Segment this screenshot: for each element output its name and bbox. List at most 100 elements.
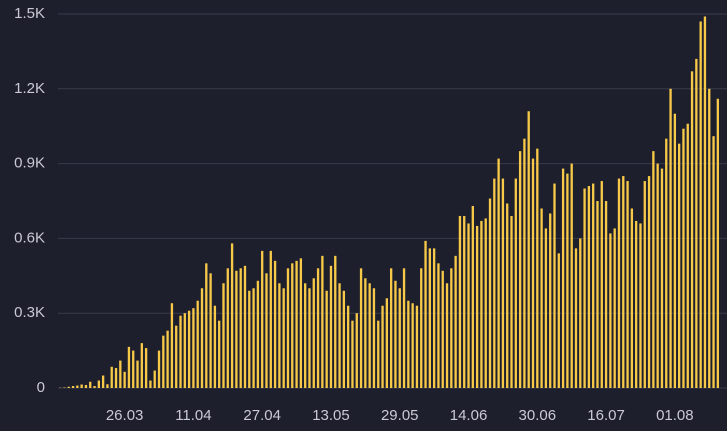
x-tick-label: 27.04 xyxy=(243,407,281,424)
bar xyxy=(381,305,384,388)
bar xyxy=(484,218,487,388)
bar xyxy=(256,280,260,388)
bar xyxy=(501,178,505,388)
bar xyxy=(162,335,165,388)
bar xyxy=(471,205,474,388)
bar xyxy=(364,278,367,388)
bar xyxy=(269,250,272,388)
bar xyxy=(368,283,371,388)
bar xyxy=(192,308,195,388)
bar xyxy=(213,305,217,388)
bar xyxy=(432,248,436,388)
x-tick-label: 13.05 xyxy=(312,407,350,424)
bar xyxy=(325,290,328,388)
bar xyxy=(617,178,621,388)
bar xyxy=(510,215,513,388)
bar xyxy=(596,201,599,388)
bar xyxy=(402,268,406,388)
y-tick-label: 0.9K xyxy=(14,155,45,172)
bar xyxy=(230,243,234,388)
bar xyxy=(703,16,707,388)
bar xyxy=(678,143,681,388)
bar xyxy=(407,300,410,388)
bar xyxy=(514,178,517,388)
x-tick-label: 11.04 xyxy=(175,407,211,424)
x-tick-label: 16.07 xyxy=(587,407,625,424)
bar xyxy=(243,265,247,388)
bar xyxy=(437,263,440,388)
bar xyxy=(149,380,152,388)
bar xyxy=(411,303,414,388)
bar xyxy=(110,366,113,388)
bar xyxy=(377,320,380,388)
bar xyxy=(493,178,496,388)
bar xyxy=(463,215,466,388)
x-tick-label: 14.06 xyxy=(450,407,488,424)
bar xyxy=(458,215,462,388)
bar xyxy=(600,181,603,388)
bar xyxy=(196,300,199,388)
bar xyxy=(424,240,427,388)
bar xyxy=(544,228,548,388)
bar xyxy=(67,386,70,388)
bar xyxy=(488,198,492,388)
bar xyxy=(101,375,105,388)
bar xyxy=(450,268,453,388)
bar xyxy=(647,176,651,388)
bar xyxy=(587,186,591,388)
bar xyxy=(273,260,277,388)
bar xyxy=(93,386,96,388)
bar xyxy=(179,315,182,388)
bar xyxy=(506,203,509,388)
x-tick-label: 29.05 xyxy=(381,407,419,424)
bar xyxy=(695,58,698,388)
bar xyxy=(338,283,341,388)
bar xyxy=(183,313,186,388)
bar xyxy=(97,380,100,388)
bar xyxy=(299,258,303,388)
bar xyxy=(475,225,479,388)
bar xyxy=(226,268,229,388)
bar xyxy=(656,163,659,388)
bar xyxy=(716,98,720,389)
bar xyxy=(592,183,595,388)
bar xyxy=(291,263,294,388)
bar xyxy=(497,158,500,388)
bar xyxy=(531,158,535,388)
bar xyxy=(622,176,625,388)
bar xyxy=(76,385,79,388)
bar xyxy=(557,253,560,388)
bar xyxy=(686,123,689,388)
bar xyxy=(660,168,664,388)
bar xyxy=(626,181,629,388)
x-tick-label: 26.03 xyxy=(106,407,144,424)
bar xyxy=(170,303,174,388)
bar xyxy=(613,228,616,388)
bar xyxy=(209,273,212,388)
bar xyxy=(609,233,612,388)
bar xyxy=(127,346,131,388)
bar xyxy=(106,384,109,388)
y-tick-label: 0.3K xyxy=(14,304,45,321)
bar xyxy=(673,113,677,388)
bar xyxy=(441,270,444,388)
bar xyxy=(690,71,694,388)
bar xyxy=(222,283,225,388)
bar xyxy=(389,268,393,388)
y-tick-label: 1.5K xyxy=(14,5,45,22)
bar xyxy=(166,330,169,388)
bar xyxy=(574,248,578,388)
bar xyxy=(84,385,88,388)
bar xyxy=(527,111,530,389)
bar xyxy=(385,298,389,388)
bar xyxy=(187,310,191,388)
bar xyxy=(347,305,350,388)
bar xyxy=(132,350,135,388)
bar xyxy=(699,21,702,388)
y-tick-label: 1.2K xyxy=(14,80,45,97)
bar xyxy=(278,283,281,388)
bar xyxy=(583,188,586,388)
x-tick-label: 30.06 xyxy=(519,407,557,424)
bar xyxy=(248,290,251,388)
bar xyxy=(136,360,139,388)
